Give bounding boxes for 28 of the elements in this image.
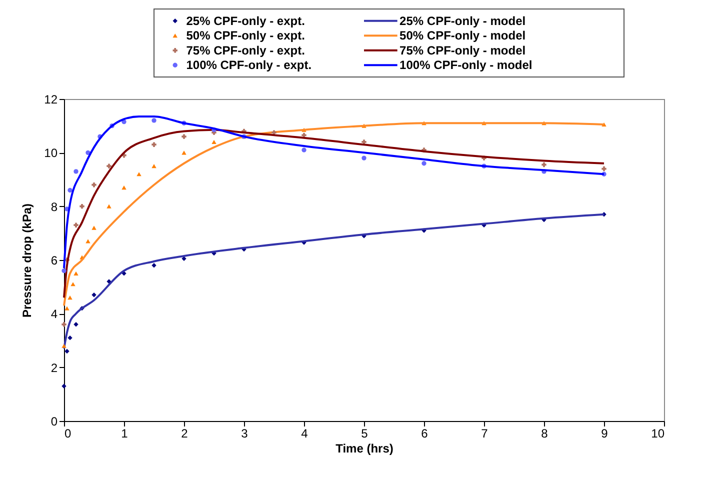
legend-label: 25% CPF-only - model: [400, 14, 526, 28]
x-tick-label: 7: [481, 426, 488, 440]
legend-label: 75% CPF-only - model: [400, 43, 526, 58]
y-tick-label: 12: [44, 92, 58, 106]
x-axis-title: Time (hrs): [336, 442, 394, 456]
legend-label: 100% CPF-only - model: [400, 58, 532, 72]
y-tick-label: 10: [44, 146, 58, 160]
x-tick-label: 8: [541, 426, 548, 440]
x-tick-label: 6: [421, 426, 428, 440]
x-tick-label: 3: [241, 426, 248, 440]
legend-label: 100% CPF-only - expt.: [186, 58, 312, 72]
y-tick-label: 2: [50, 360, 58, 375]
y-tick-label: 8: [50, 200, 58, 214]
x-tick-label: 4: [301, 426, 308, 440]
legend-label: 50% CPF-only - expt.: [186, 28, 305, 43]
x-tick-label: 10: [651, 426, 665, 440]
y-tick-label: 4: [50, 307, 58, 322]
y-tick-label: 6: [50, 254, 58, 268]
x-tick-label: 2: [181, 426, 188, 440]
legend-label: 75% CPF-only - expt.: [186, 43, 305, 58]
legend-label: 25% CPF-only - expt.: [186, 14, 305, 28]
x-tick-label: 1: [121, 426, 128, 440]
y-tick-label: 0: [50, 414, 58, 428]
x-tick-label: 0: [64, 426, 72, 440]
legend-label: 50% CPF-only - model: [400, 28, 526, 43]
x-tick-label: 9: [601, 426, 608, 440]
x-tick-label: 5: [361, 426, 368, 440]
y-axis-title: Pressure drop (kPa): [20, 203, 34, 318]
